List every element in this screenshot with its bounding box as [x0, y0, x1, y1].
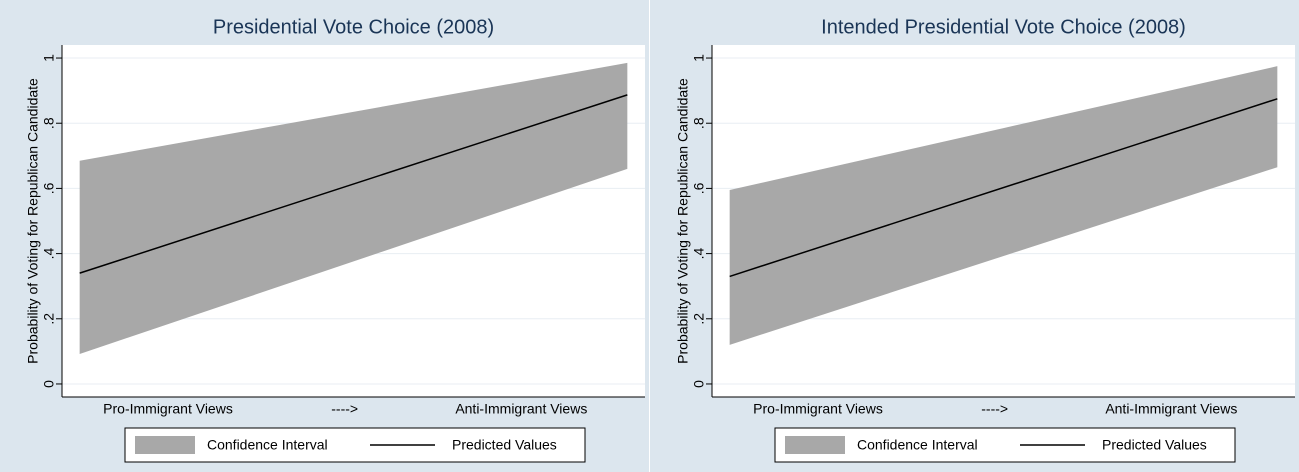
y-tick-label: 1 — [691, 54, 707, 62]
y-axis-label: Probability of Voting for Republican Can… — [675, 78, 691, 364]
y-tick-label: .2 — [41, 313, 57, 325]
legend-swatch — [785, 436, 845, 454]
legend-label: Confidence Interval — [207, 437, 328, 453]
y-tick-label: 1 — [41, 54, 57, 62]
legend-label: Predicted Values — [1102, 437, 1207, 453]
y-axis-label: Probability of Voting for Republican Can… — [25, 78, 41, 364]
legend-label: Predicted Values — [452, 437, 557, 453]
y-tick-label: .8 — [41, 117, 57, 129]
y-tick-label: .6 — [41, 182, 57, 194]
legend — [774, 427, 1236, 463]
y-tick-label: .4 — [41, 248, 57, 260]
legend-label: Confidence Interval — [857, 437, 978, 453]
y-tick-label: 0 — [41, 380, 57, 388]
prediction-line — [79, 94, 628, 274]
chart-title: Intended Presidential Vote Choice (2008) — [821, 16, 1186, 38]
chart-title: Presidential Vote Choice (2008) — [213, 16, 494, 38]
chart-panel: Intended Presidential Vote Choice (2008)… — [650, 0, 1299, 472]
chart-panel: Presidential Vote Choice (2008) Probabili… — [0, 0, 649, 472]
prediction-line — [729, 98, 1278, 278]
y-tick-label: .8 — [691, 117, 707, 129]
legend-swatch — [135, 436, 195, 454]
y-tick-label: .6 — [691, 182, 707, 194]
legend — [124, 427, 586, 463]
y-tick-label: .4 — [691, 248, 707, 260]
x-tick-label: Anti-Immigrant Views — [1105, 401, 1237, 417]
y-tick-label: 0 — [691, 380, 707, 388]
x-tick-label: Pro-Immigrant Views — [753, 401, 883, 417]
x-tick-label: ----> — [331, 401, 358, 417]
y-tick-label: .2 — [691, 313, 707, 325]
confidence-band — [729, 66, 1278, 345]
x-tick-label: Anti-Immigrant Views — [455, 401, 587, 417]
confidence-band — [79, 62, 628, 354]
x-tick-label: ----> — [981, 401, 1008, 417]
x-tick-label: Pro-Immigrant Views — [103, 401, 233, 417]
